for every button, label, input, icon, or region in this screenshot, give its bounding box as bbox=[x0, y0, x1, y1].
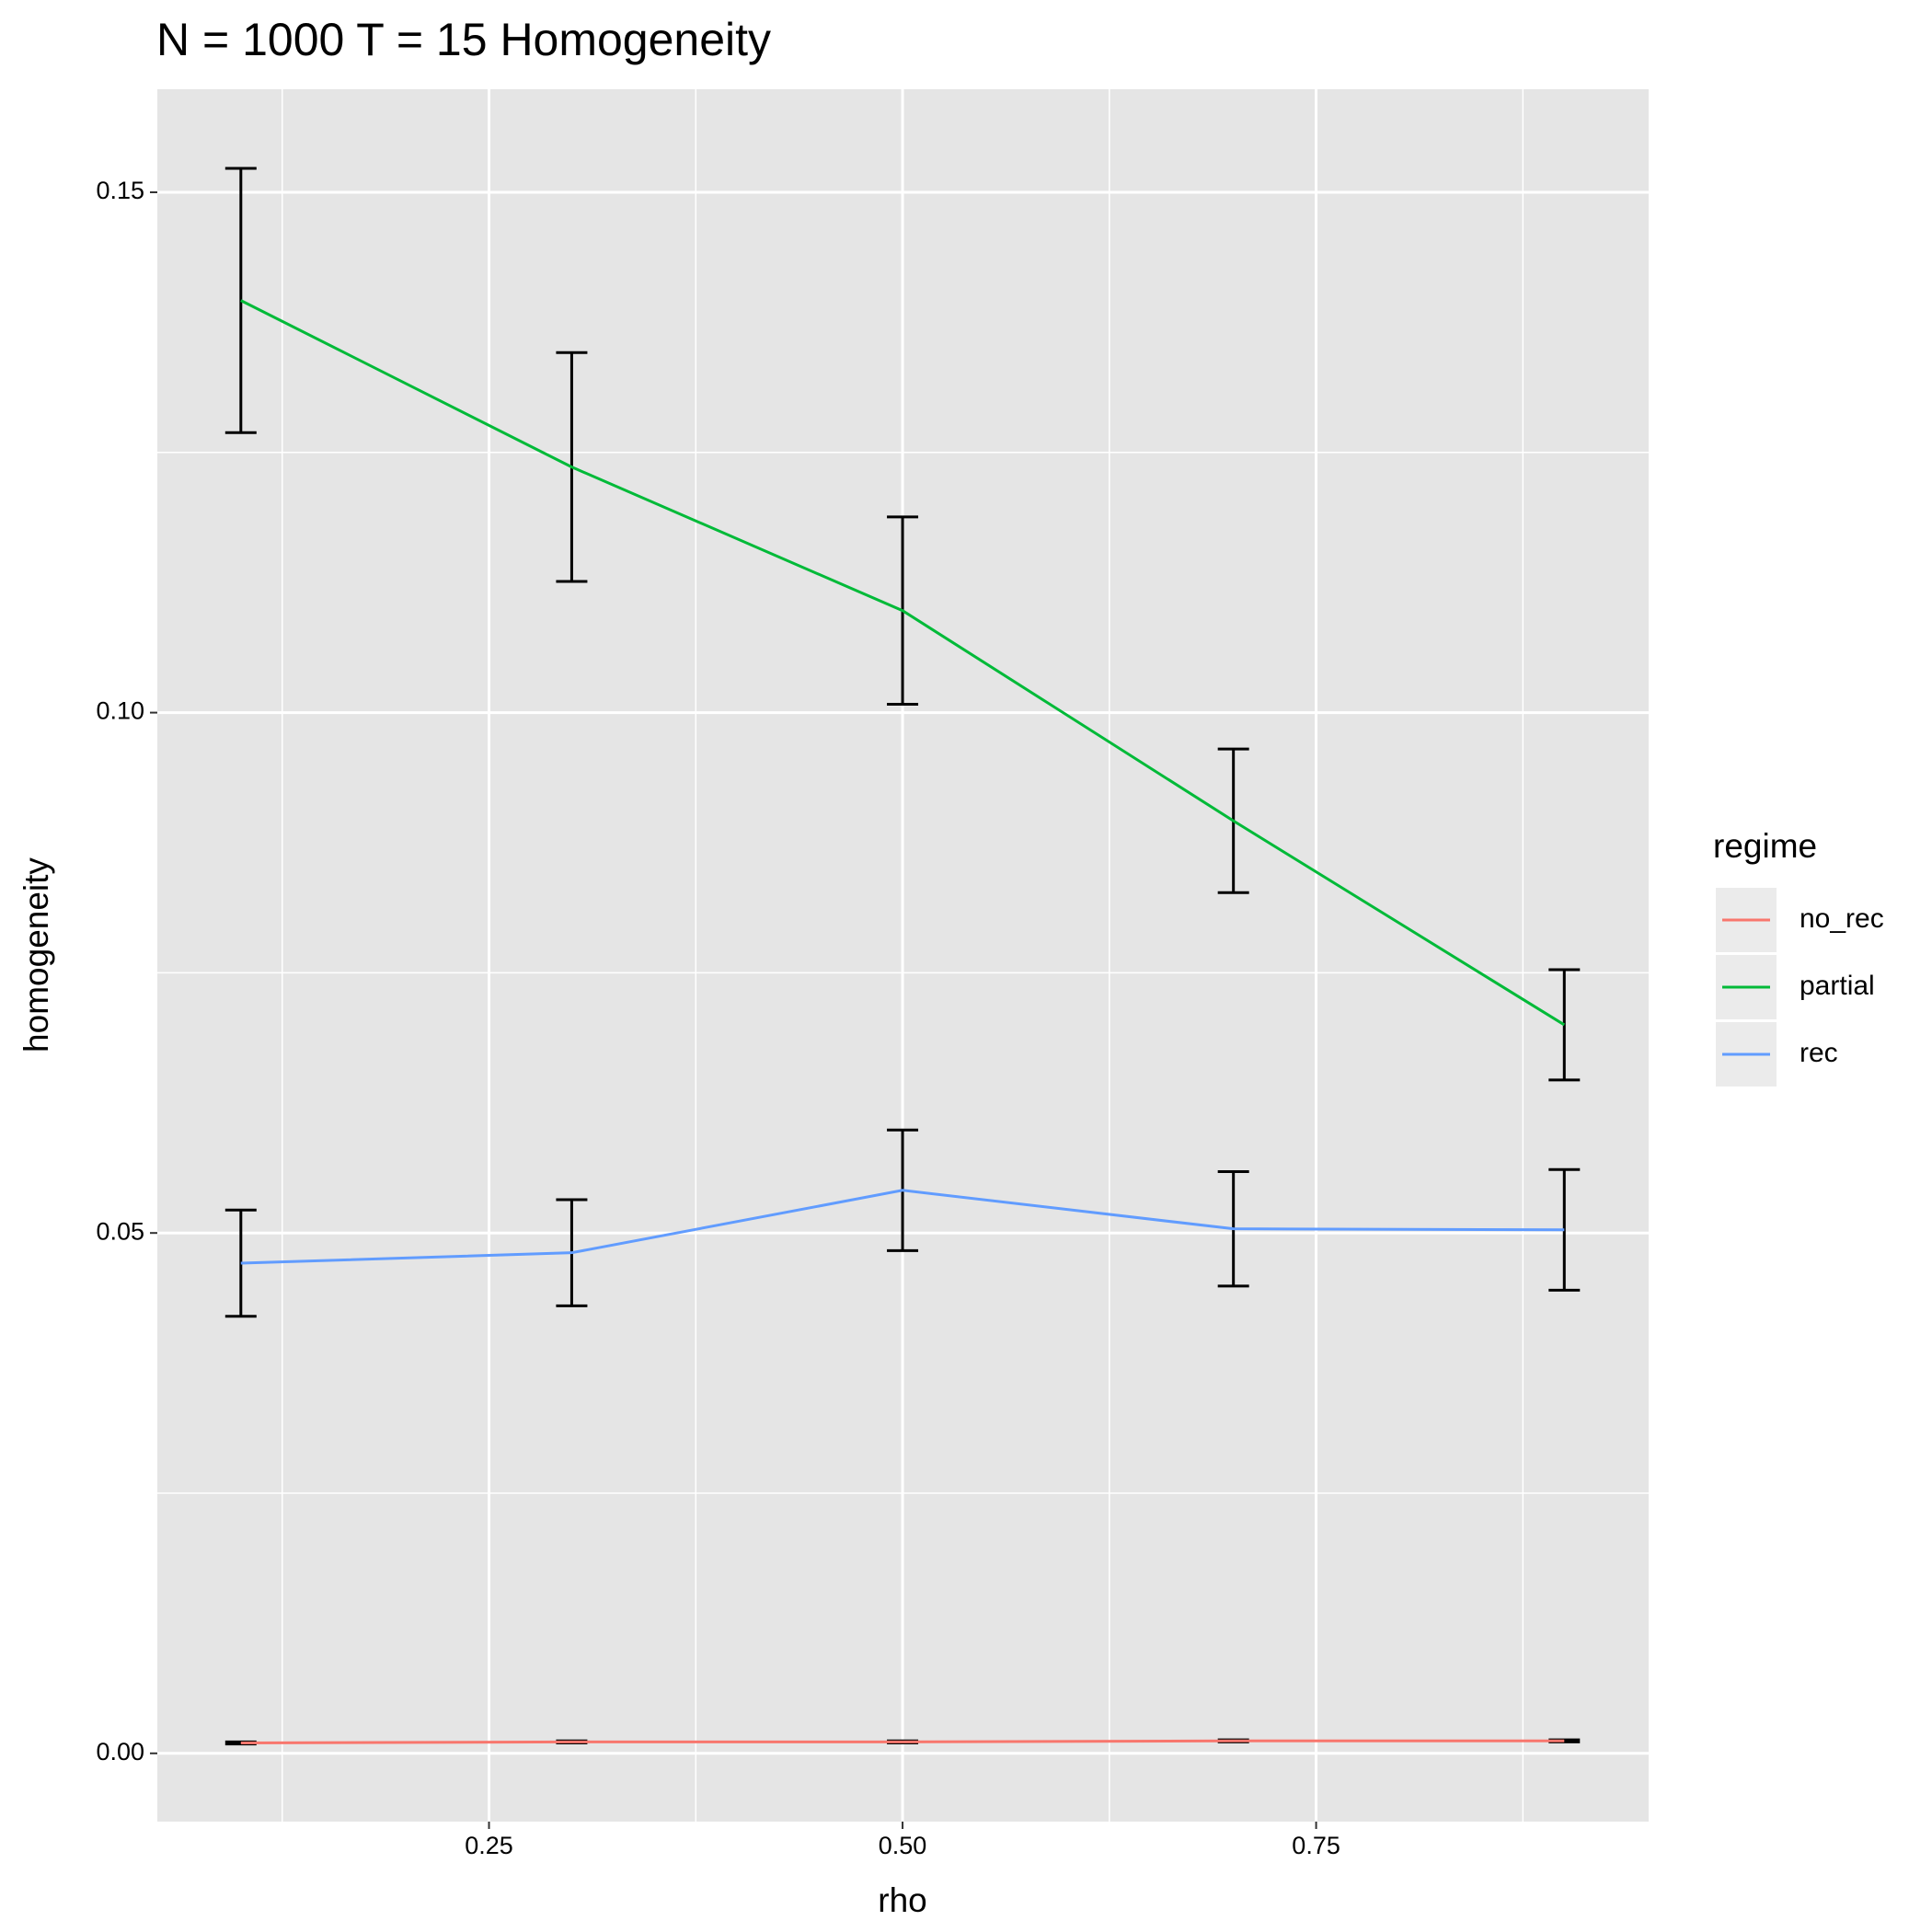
y-tick-label: 0.05 bbox=[96, 1217, 144, 1245]
x-tick-label: 0.75 bbox=[1292, 1832, 1340, 1859]
line bbox=[240, 1739, 1565, 1744]
y-tick-label: 0.15 bbox=[96, 177, 144, 204]
legend-label: no_rec bbox=[1800, 903, 1884, 934]
error-bar bbox=[1548, 1167, 1581, 1292]
x-tick-label: 0.25 bbox=[465, 1832, 513, 1859]
legend-title: regime bbox=[1713, 827, 1817, 865]
error-bar bbox=[1548, 968, 1581, 1082]
x-tick-label: 0.50 bbox=[879, 1832, 927, 1859]
line bbox=[240, 299, 1566, 1027]
y-tick-label: 0.00 bbox=[96, 1738, 144, 1765]
line bbox=[240, 1189, 1565, 1265]
legend-label: rec bbox=[1800, 1038, 1838, 1068]
chart-title: N = 1000 T = 15 Homogeneity bbox=[156, 14, 771, 65]
legend-label: partial bbox=[1800, 971, 1875, 1001]
x-axis-title: rho bbox=[878, 1881, 926, 1919]
y-axis-title: homogeneity bbox=[17, 857, 55, 1052]
y-tick-label: 0.10 bbox=[96, 697, 144, 725]
